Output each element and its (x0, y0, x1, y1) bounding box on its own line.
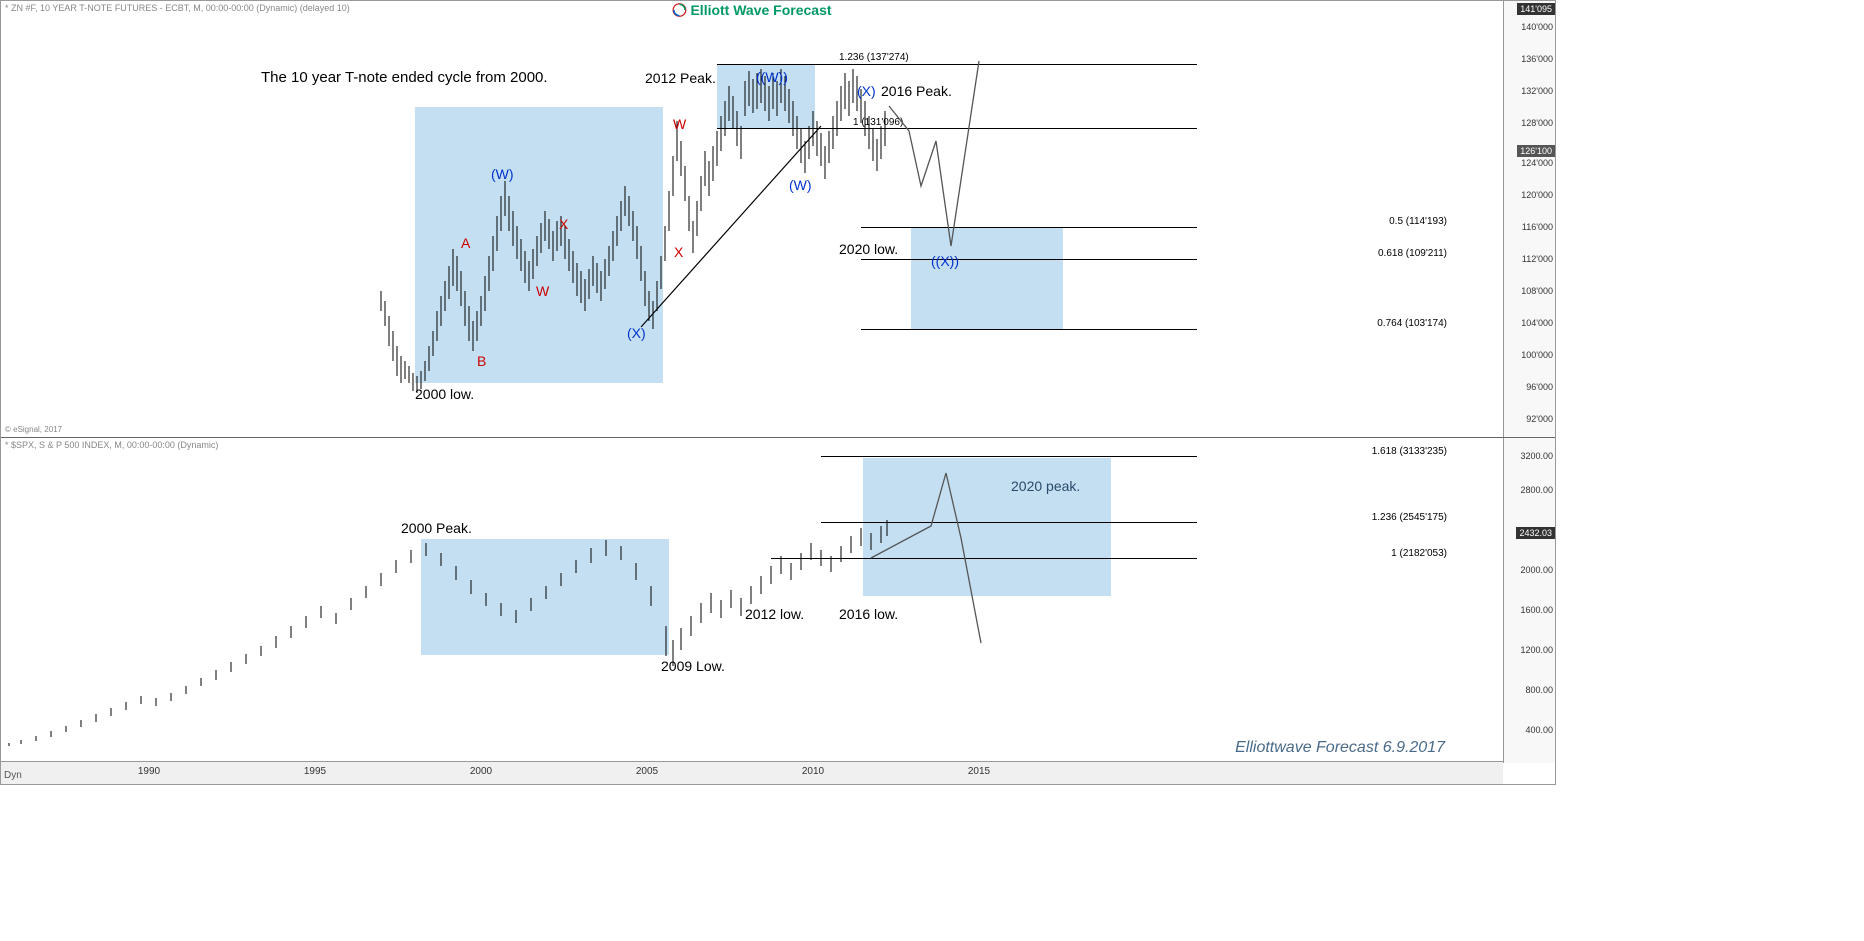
ann-2012-peak: 2012 Peak. (645, 70, 716, 86)
bottom-chart-area[interactable]: * $SPX, S & P 500 INDEX, M, 00:00-00:00 … (1, 438, 1503, 763)
ann-XX: ((X)) (931, 253, 959, 269)
ann-B: B (477, 353, 486, 369)
ann-2000-peak: 2000 Peak. (401, 520, 472, 536)
ann-2000-low: 2000 low. (415, 386, 474, 402)
ann-2012-low: 2012 low. (745, 606, 804, 622)
spx-fib-label-1618: 1.618 (3133'235) (1372, 446, 1447, 457)
ann-W2: W (673, 116, 686, 132)
ann-X-2016: (X) (857, 83, 876, 99)
ann-W: W (536, 283, 549, 299)
ann-X: X (559, 216, 568, 232)
ann-Wparen: (W) (491, 166, 514, 182)
dyn-label: Dyn (4, 770, 22, 781)
top-ohlc-bars (1, 1, 1201, 438)
spx-fib-label-1236: 1.236 (2545'175) (1372, 512, 1447, 523)
ann-2016-peak: 2016 Peak. (881, 83, 952, 99)
fib-label-05: 0.5 (114'193) (1389, 216, 1447, 227)
ann-X2: X (674, 244, 683, 260)
bottom-chart-panel: * $SPX, S & P 500 INDEX, M, 00:00-00:00 … (1, 438, 1555, 763)
ann-A: A (461, 235, 470, 251)
spx-fib-label-1: 1 (2182'053) (1391, 548, 1447, 559)
ann-2020-peak: 2020 peak. (1011, 478, 1080, 494)
fib-label-0764: 0.764 (103'174) (1377, 318, 1447, 329)
ann-Xparen: (X) (627, 325, 646, 341)
top-chart-panel: * ZN #F, 10 YEAR T-NOTE FUTURES - ECBT, … (1, 1, 1555, 438)
ann-2016-low: 2016 low. (839, 606, 898, 622)
top-price-mark: 126'100 (1517, 145, 1555, 157)
top-y-axis: 141'095 126'100 140'000 136'000 132'000 … (1503, 1, 1555, 437)
top-price-current: 141'095 (1517, 3, 1555, 15)
top-chart-area[interactable]: * ZN #F, 10 YEAR T-NOTE FUTURES - ECBT, … (1, 1, 1503, 437)
ann-2020-low: 2020 low. (839, 241, 898, 257)
ann-WW: ((W)) (756, 69, 788, 85)
watermark: Elliottwave Forecast 6.9.2017 (1235, 739, 1445, 757)
chart-container: * ZN #F, 10 YEAR T-NOTE FUTURES - ECBT, … (0, 0, 1556, 785)
top-footnote: © eSignal, 2017 (5, 425, 62, 434)
fib-label-0618: 0.618 (109'211) (1378, 248, 1447, 259)
bottom-price-current: 2432.03 (1516, 527, 1555, 539)
ann-2009-low: 2009 Low. (661, 658, 725, 674)
bottom-y-axis: 3200.00 2800.00 2432.03 2000.00 1600.00 … (1503, 438, 1555, 763)
ann-Wparen2: (W) (789, 177, 812, 193)
top-title: The 10 year T-note ended cycle from 2000… (261, 69, 548, 86)
time-axis: Dyn 1990 1995 2000 2005 2010 2015 (1, 761, 1503, 784)
